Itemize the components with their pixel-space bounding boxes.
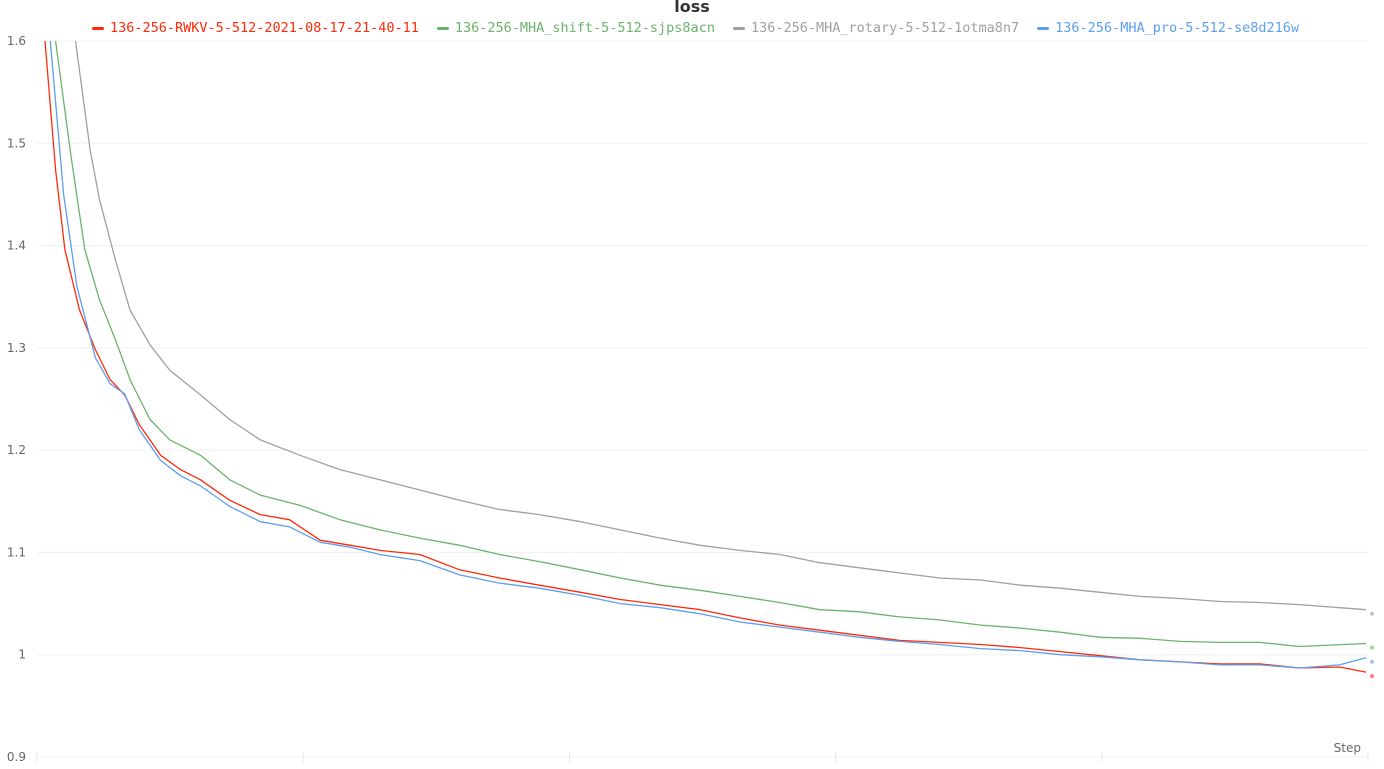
series-end-marker [1370,659,1374,664]
legend-swatch [1037,26,1050,30]
legend-label: 136-256-MHA_shift-5-512-sjps8acn [454,20,715,36]
series-end-marker [1370,674,1374,679]
legend-item[interactable]: 136-256-RWKV-5-512-2021-08-17-21-40-11 [92,20,419,36]
legend-label: 136-256-MHA_pro-5-512-se8d216w [1055,20,1300,36]
y-tick-label: 1.5 [7,136,26,150]
y-tick-label: 1.2 [7,443,26,457]
y-tick-label: 0.9 [7,750,26,764]
legend-item[interactable]: 136-256-MHA_pro-5-512-se8d216w [1037,20,1299,36]
y-tick-label: 1.4 [7,239,26,253]
series-line[interactable] [53,0,1367,648]
y-tick-label: 1.1 [7,545,26,559]
y-tick-label: 1 [18,648,26,662]
legend-swatch [436,26,449,30]
series-end-marker [1370,645,1374,650]
series-end-marker [1370,611,1374,616]
legend-item[interactable]: 136-256-MHA_rotary-5-512-1otma8n7 [732,20,1020,36]
legend-label: 136-256-RWKV-5-512-2021-08-17-21-40-11 [110,20,419,36]
series-line[interactable] [48,0,1367,669]
chart-title: loss [674,0,710,16]
x-axis-label: Step [1334,741,1361,755]
legend-label: 136-256-MHA_rotary-5-512-1otma8n7 [750,20,1020,36]
series-line[interactable] [42,0,1367,673]
legend-swatch [92,26,104,30]
legend-swatch [732,26,745,30]
y-tick-label: 1.6 [7,34,26,48]
legend: 136-256-RWKV-5-512-2021-08-17-21-40-11 1… [92,20,1299,36]
series-line[interactable] [73,0,1367,611]
legend-item[interactable]: 136-256-MHA_shift-5-512-sjps8acn [436,20,715,36]
y-tick-label: 1.3 [7,341,26,355]
